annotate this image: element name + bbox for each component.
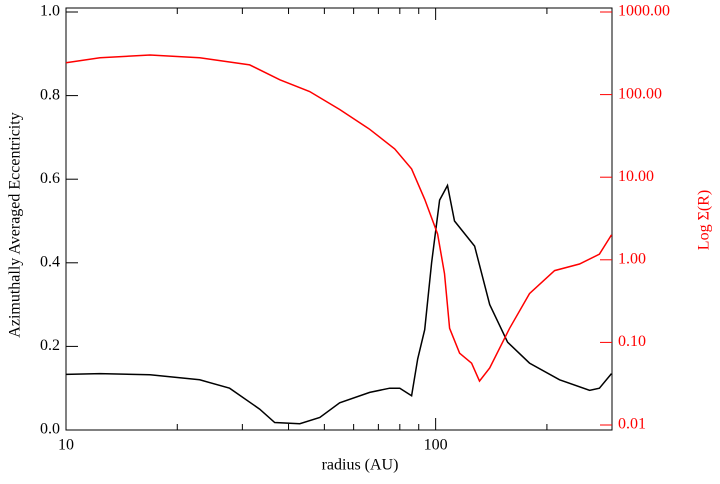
x-axis-label: radius (AU) bbox=[322, 457, 399, 474]
y-tick-label: 0.8 bbox=[40, 86, 60, 103]
y2-tick-label: 1.00 bbox=[618, 250, 646, 267]
y2-tick-label: 100.00 bbox=[618, 85, 662, 102]
y2-tick-label: 0.10 bbox=[618, 333, 646, 350]
y-tick-label: 1.0 bbox=[40, 3, 60, 20]
y2-tick-label: 10.00 bbox=[618, 168, 654, 185]
y-tick-label: 0.2 bbox=[40, 337, 60, 354]
y2-tick-label: 0.01 bbox=[618, 416, 646, 433]
y2-axis-label: Log Σ(R) bbox=[696, 190, 713, 250]
plot-frame bbox=[65, 7, 613, 431]
y-tick-label: 0.4 bbox=[40, 253, 60, 270]
data-line bbox=[65, 54, 613, 383]
y-tick-label: 0.6 bbox=[40, 170, 60, 187]
x-tick-label: 100 bbox=[424, 437, 448, 454]
y-axis-label: Azimuthally Averaged Eccentricity bbox=[7, 112, 24, 337]
data-line bbox=[65, 183, 613, 425]
y-tick-label: 0.0 bbox=[40, 421, 60, 438]
x-tick-label: 10 bbox=[58, 437, 74, 454]
y2-tick-label: 1000.00 bbox=[618, 3, 670, 20]
